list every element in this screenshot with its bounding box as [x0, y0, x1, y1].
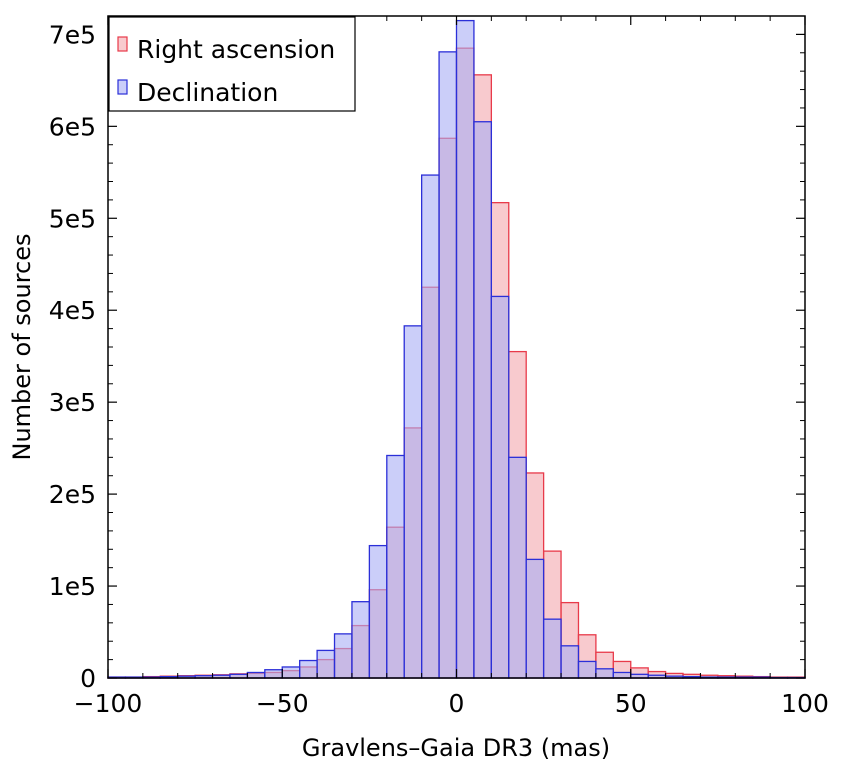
y-tick-label: 2e5 — [49, 480, 96, 509]
y-tick-label: 7e5 — [49, 20, 96, 49]
y-tick-label: 1e5 — [49, 572, 96, 601]
x-tick-label: 100 — [781, 689, 829, 718]
legend-label-declination: Declination — [137, 78, 278, 107]
x-axis-label: Gravlens–Gaia DR3 (mas) — [302, 734, 610, 762]
bar-declination — [508, 456, 527, 679]
y-tick-label: 5e5 — [49, 204, 96, 233]
bar-declination — [386, 454, 405, 679]
bar-declination — [420, 174, 440, 679]
bar-declination — [299, 659, 318, 679]
bar-declination — [455, 19, 475, 679]
plot-frame — [107, 15, 806, 679]
legend-swatch-right-ascension — [117, 36, 128, 52]
y-tick-label: 0 — [80, 664, 96, 693]
bar-declination — [351, 601, 371, 679]
bar-declination — [473, 121, 493, 679]
bars-layer — [107, 19, 806, 679]
bar-declination — [595, 668, 614, 679]
bar-declination — [612, 671, 632, 679]
bar-declination — [281, 666, 301, 679]
ticks-layer — [107, 15, 806, 679]
x-tick-label: 0 — [449, 689, 465, 718]
x-tick-label: −50 — [256, 689, 309, 718]
y-tick-label: 4e5 — [49, 296, 96, 325]
bar-declination — [560, 645, 580, 679]
bar-declination — [368, 544, 388, 679]
legend-swatch-declination — [117, 79, 128, 95]
y-axis-label: Number of sources — [8, 233, 36, 460]
y-tick-label: 3e5 — [49, 388, 96, 417]
legend-box — [108, 16, 356, 112]
bar-declination — [246, 671, 266, 679]
tick-labels-layer: −100 −50 0 50 100 0 1e5 2e5 3e5 4e5 5e5 6e5 7e5 — [49, 20, 829, 718]
x-tick-label: −100 — [74, 689, 143, 718]
bar-declination — [542, 618, 562, 679]
bar-declination — [403, 325, 423, 679]
bar-declination — [438, 51, 458, 679]
bar-declination — [316, 649, 336, 679]
legend: Right ascension Declination — [108, 16, 356, 112]
bar-declination — [264, 669, 283, 679]
bar-declination — [525, 558, 545, 679]
y-tick-label: 6e5 — [49, 112, 96, 141]
bar-declination — [333, 633, 353, 679]
x-tick-label: 50 — [615, 689, 647, 718]
bar-declination — [577, 660, 597, 679]
legend-label-right-ascension: Right ascension — [137, 35, 335, 64]
bar-declination — [490, 295, 510, 679]
